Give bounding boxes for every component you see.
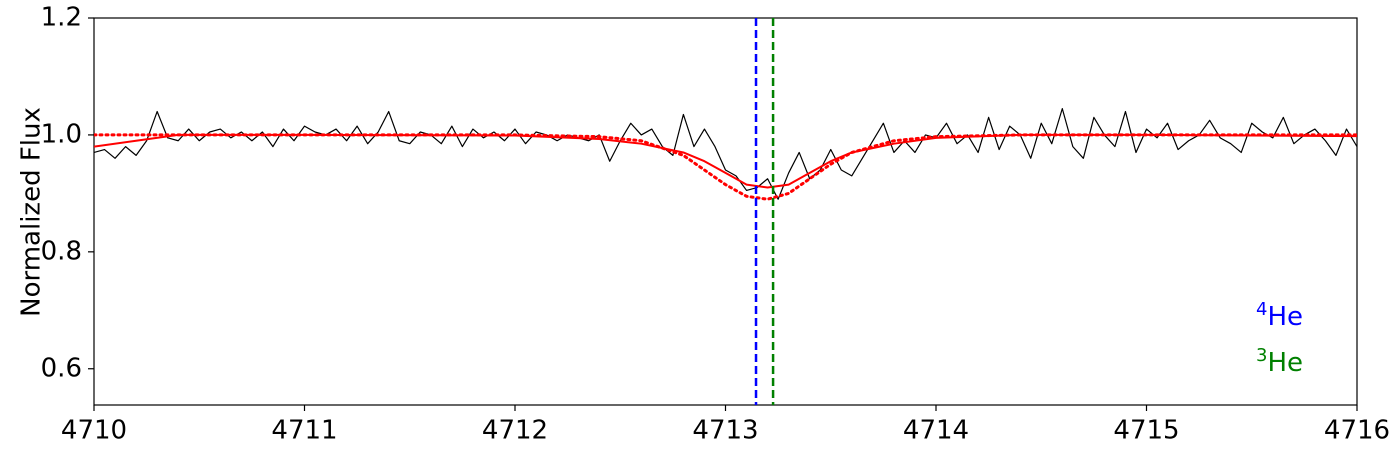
spectrum-line (94, 133, 1357, 189)
x-tick-label: 4713 (692, 416, 758, 446)
isotope-label: 4He (1256, 299, 1303, 332)
x-tick-label: 4715 (1113, 416, 1179, 446)
isotope-symbol: He (1267, 348, 1303, 378)
y-tick-label: 1.0 (41, 119, 82, 149)
y-axis-label: Normalized Flux (17, 107, 47, 317)
x-tick-label: 4712 (482, 416, 548, 446)
plot-frame (93, 17, 1358, 406)
x-tick-label: 4714 (903, 416, 969, 446)
y-tick-label: 1.2 (41, 3, 82, 33)
y-tick-label: 0.8 (41, 236, 82, 266)
x-tick-label: 4710 (61, 416, 127, 446)
isotope-symbol: He (1267, 302, 1303, 332)
spectrum-line (94, 108, 1357, 200)
isotope-mass: 4 (1256, 299, 1267, 320)
isotope-label: 3He (1256, 345, 1303, 378)
y-tick-label: 0.6 (41, 353, 82, 383)
spectrum-line (94, 133, 1357, 201)
x-tick-label: 4711 (271, 416, 337, 446)
isotope-mass: 3 (1256, 345, 1267, 366)
x-tick-label: 4716 (1324, 416, 1390, 446)
